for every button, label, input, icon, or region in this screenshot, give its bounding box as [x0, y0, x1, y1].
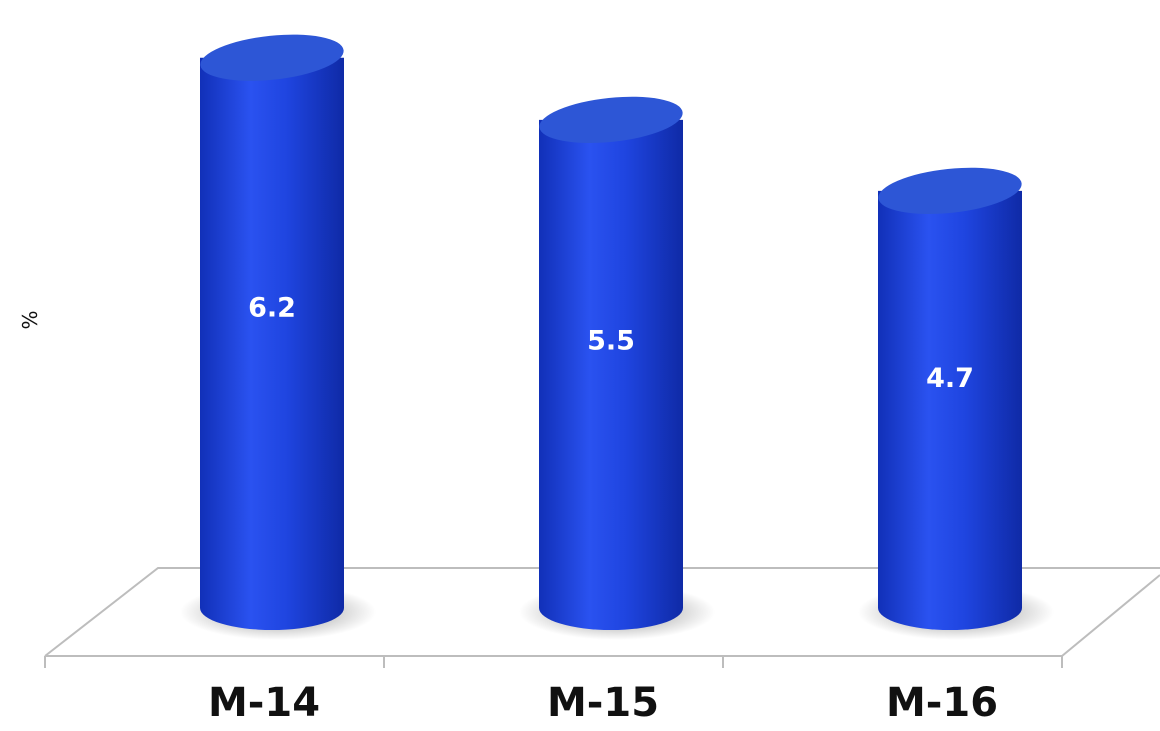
- x-tick-label: M-15: [547, 680, 659, 726]
- bar-top-cap: [539, 96, 683, 144]
- bar: [878, 190, 1022, 630]
- y-axis-label: %: [18, 310, 42, 329]
- bar: [539, 119, 683, 630]
- x-tick-label: M-16: [886, 680, 998, 726]
- bar-top-cap: [878, 167, 1022, 215]
- data-label: 6.2: [248, 292, 296, 323]
- floor-plane: [44, 567, 1160, 668]
- x-tick-label: M-14: [208, 680, 320, 726]
- data-label: 4.7: [926, 363, 974, 394]
- bars-layer: 6.2 M-14 5.5 M-15 4.7 M-16: [180, 34, 1054, 726]
- floor-outline: [44, 567, 1160, 657]
- data-label: 5.5: [587, 325, 635, 356]
- bar-top-cap: [200, 34, 344, 81]
- bar: [200, 57, 344, 630]
- floor-right-edge: [1061, 574, 1160, 657]
